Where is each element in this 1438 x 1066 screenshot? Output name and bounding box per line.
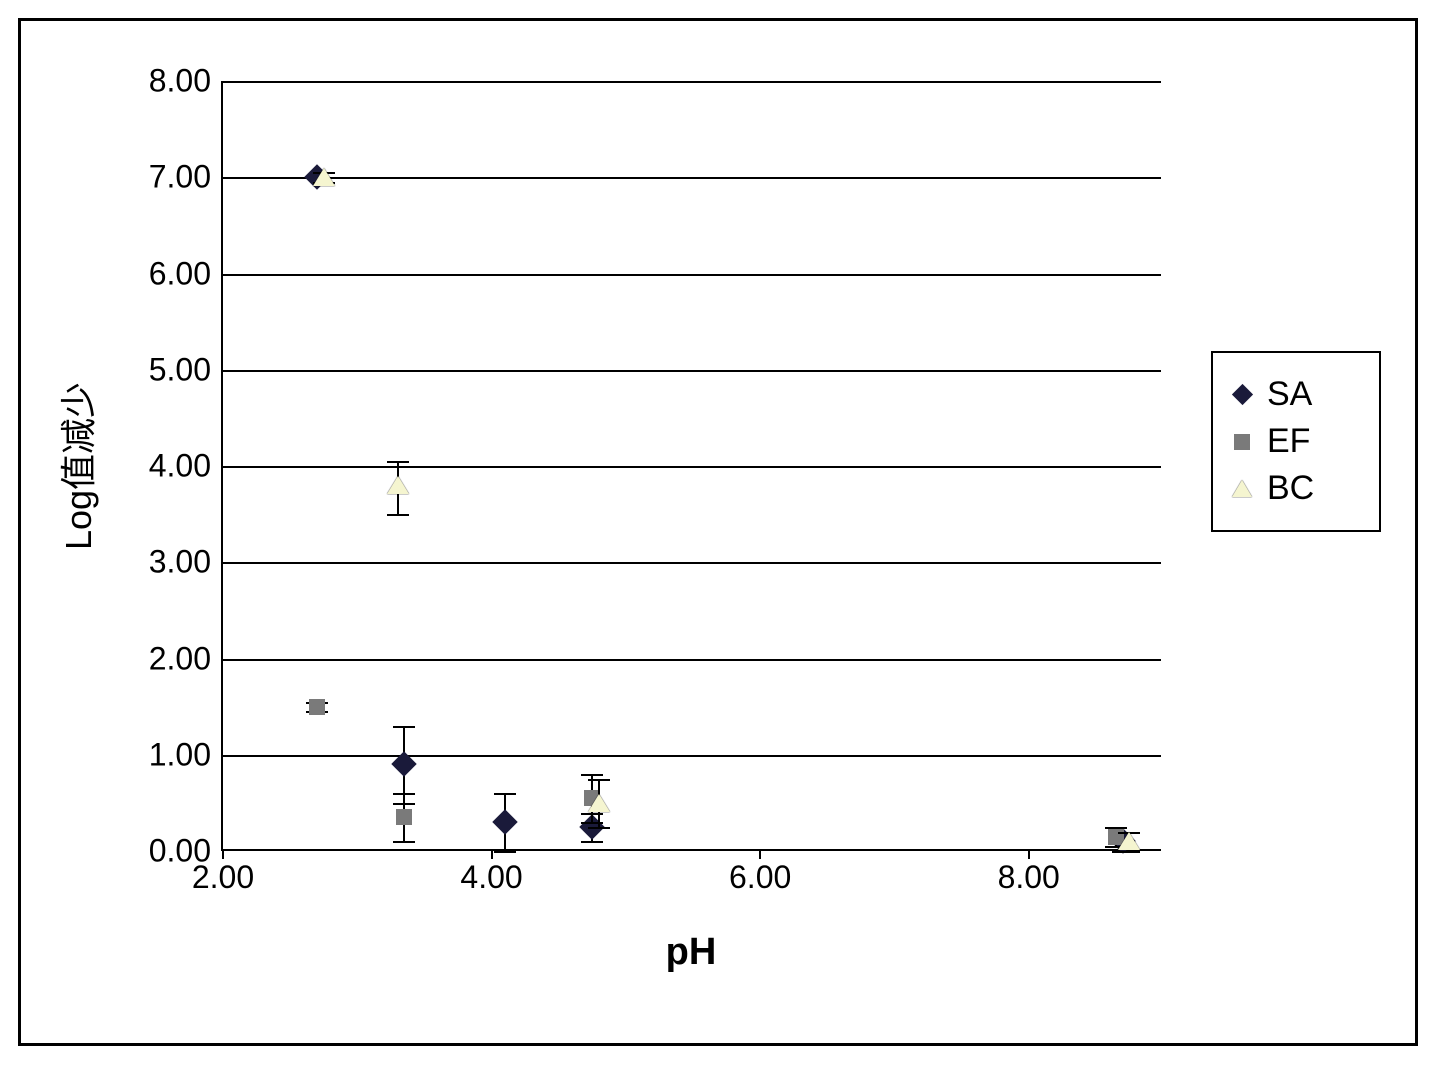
error-cap — [581, 841, 603, 843]
y-tick-label: 5.00 — [149, 351, 211, 388]
error-cap — [387, 514, 409, 516]
x-tick-mark — [222, 849, 224, 859]
legend-item-ef: EF — [1231, 422, 1361, 461]
legend-label: SA — [1267, 375, 1312, 414]
data-point-sa — [492, 809, 517, 834]
error-cap — [588, 827, 610, 829]
error-cap — [494, 851, 516, 853]
error-cap — [1118, 851, 1140, 853]
y-tick-label: 6.00 — [149, 255, 211, 292]
error-cap — [393, 793, 415, 795]
x-tick-mark — [491, 849, 493, 859]
gridline-h — [223, 274, 1161, 276]
y-tick-label: 1.00 — [149, 736, 211, 773]
data-point-ef — [309, 699, 325, 715]
data-point-ef — [396, 809, 412, 825]
legend-label: BC — [1267, 469, 1314, 508]
gridline-h — [223, 370, 1161, 372]
data-point-bc — [387, 476, 409, 494]
error-cap — [393, 726, 415, 728]
x-tick-label: 2.00 — [192, 859, 254, 896]
gridline-h — [223, 177, 1161, 179]
chart-container: 0.001.002.003.004.005.006.007.008.002.00… — [21, 21, 1415, 1043]
chart-frame: 0.001.002.003.004.005.006.007.008.002.00… — [18, 18, 1418, 1046]
gridline-h — [223, 755, 1161, 757]
gridline-h — [223, 659, 1161, 661]
legend-label: EF — [1267, 422, 1310, 461]
x-tick-mark — [1028, 849, 1030, 859]
error-cap — [387, 461, 409, 463]
y-tick-label: 2.00 — [149, 640, 211, 677]
error-cap — [494, 793, 516, 795]
y-tick-label: 7.00 — [149, 159, 211, 196]
triangle-icon — [1231, 478, 1253, 500]
data-point-bc — [313, 168, 335, 186]
x-tick-label: 8.00 — [998, 859, 1060, 896]
legend-item-bc: BC — [1231, 469, 1361, 508]
x-tick-mark — [759, 849, 761, 859]
plot-area: 0.001.002.003.004.005.006.007.008.002.00… — [221, 81, 1161, 851]
data-point-bc — [588, 794, 610, 812]
gridline-h — [223, 466, 1161, 468]
gridline-h — [223, 562, 1161, 564]
square-icon — [1231, 431, 1253, 453]
y-tick-label: 8.00 — [149, 63, 211, 100]
error-cap — [581, 774, 603, 776]
y-tick-label: 4.00 — [149, 448, 211, 485]
y-axis-title: Log值减少 — [50, 382, 102, 550]
gridline-h — [223, 81, 1161, 83]
data-point-bc — [1118, 832, 1140, 850]
legend-item-sa: SA — [1231, 375, 1361, 414]
legend: SA EF BC — [1211, 351, 1381, 532]
diamond-icon — [1231, 384, 1253, 406]
y-tick-label: 3.00 — [149, 544, 211, 581]
x-tick-label: 6.00 — [729, 859, 791, 896]
x-tick-label: 4.00 — [460, 859, 522, 896]
error-cap — [588, 779, 610, 781]
error-cap — [393, 841, 415, 843]
x-axis-title: pH — [666, 931, 717, 974]
